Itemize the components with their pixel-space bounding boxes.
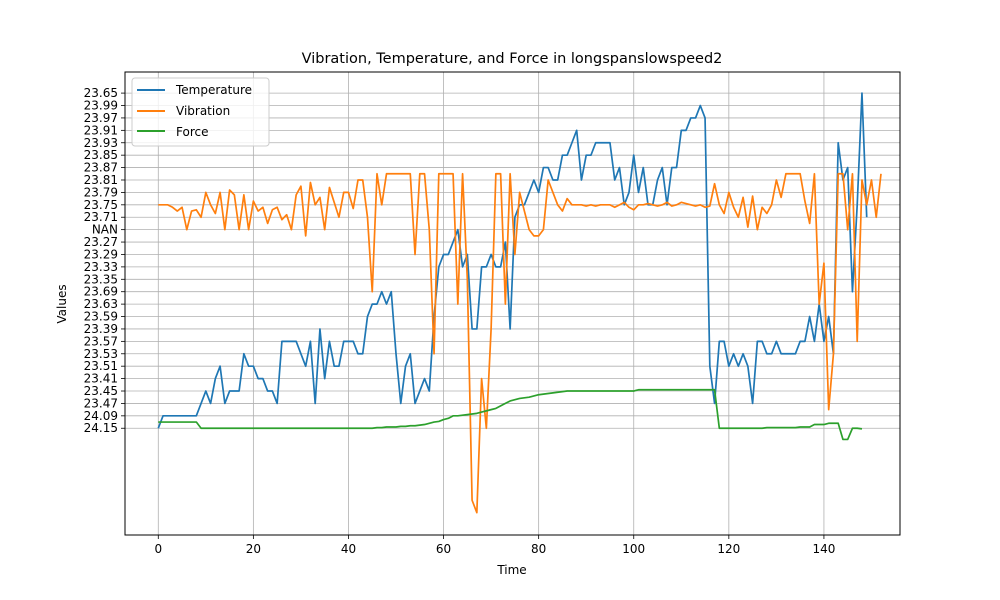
legend: Temperature Vibration Force	[131, 77, 270, 147]
series-line-force	[158, 388, 863, 441]
legend-label-temperature: Temperature	[175, 83, 252, 97]
chart-title: Vibration, Temperature, and Force in lon…	[302, 51, 723, 67]
y-tick-label: 23.93	[84, 136, 118, 150]
x-tick-label: 120	[717, 542, 740, 556]
y-tick-label: 23.75	[84, 198, 118, 212]
plot-frame	[124, 71, 901, 536]
y-tick-label: 23.41	[84, 372, 118, 386]
series-line-vibration	[158, 172, 882, 514]
y-tick-label: 23.91	[84, 123, 118, 137]
legend-label-force: Force	[176, 125, 208, 139]
y-tick-label: 23.85	[84, 148, 118, 162]
x-tick-label: 20	[246, 542, 261, 556]
legend-label-vibration: Vibration	[176, 104, 230, 118]
y-tick-label: 23.35	[84, 272, 118, 286]
y-tick-label: NAN	[92, 223, 118, 237]
y-tick-label: 23.47	[84, 396, 118, 410]
y-tick-label: 23.39	[84, 322, 118, 336]
x-axis-label: Time	[496, 563, 526, 577]
y-tick-label: 23.71	[84, 210, 118, 224]
y-tick-label: 23.59	[84, 310, 118, 324]
legend-box	[131, 77, 270, 147]
y-tick-label: 23.29	[84, 247, 118, 261]
y-tick-label: 23.97	[84, 111, 118, 125]
y-tick-label: 23.81	[84, 173, 118, 187]
x-tick-label: 0	[154, 542, 162, 556]
y-tick-label: 23.51	[84, 359, 118, 373]
x-tick-label: 80	[531, 542, 546, 556]
y-tick-label: 23.53	[84, 347, 118, 361]
y-tick-label: 23.87	[84, 161, 118, 175]
y-tick-label: 24.09	[84, 409, 118, 423]
y-tick-label: 23.63	[84, 297, 118, 311]
x-tick-label: 100	[622, 542, 645, 556]
x-tick-label: 60	[436, 542, 451, 556]
y-tick-label: 23.65	[84, 86, 118, 100]
y-tick-label: 23.45	[84, 384, 118, 398]
y-tick-label: 23.69	[84, 285, 118, 299]
y-tick-label: 24.15	[84, 421, 118, 435]
x-tick-label: 40	[341, 542, 356, 556]
y-tick-label: 23.79	[84, 185, 118, 199]
y-tick-label: 23.57	[84, 334, 118, 348]
y-axis-ticks: 24.1524.0923.4723.4523.4123.5123.5323.57…	[84, 86, 125, 435]
y-tick-label: 23.27	[84, 235, 118, 249]
y-tick-label: 23.99	[84, 99, 118, 113]
y-tick-label: 23.33	[84, 260, 118, 274]
x-axis-ticks: 0 20 40 60 80 100 120 140	[154, 535, 835, 556]
y-axis-label: Values	[55, 284, 69, 323]
series-line-temperature	[157, 92, 868, 429]
grid	[125, 72, 900, 535]
series-lines	[157, 92, 882, 514]
x-tick-label: 140	[812, 542, 835, 556]
